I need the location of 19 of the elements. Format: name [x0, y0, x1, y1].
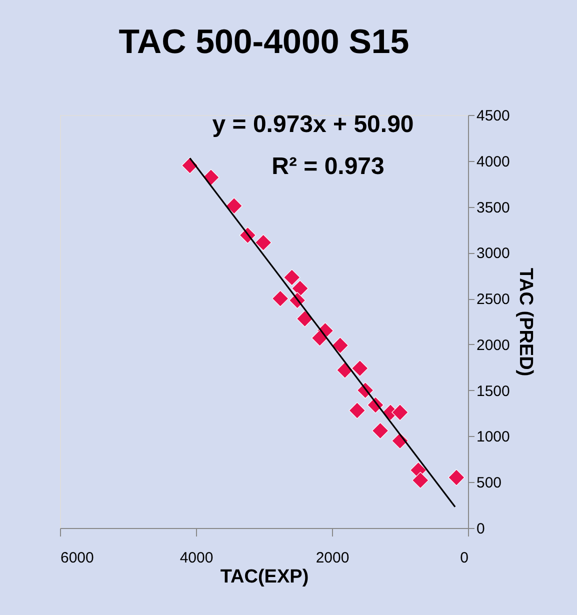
y-tick-label: 1000 — [476, 428, 510, 446]
y-tick-label: 1500 — [476, 382, 510, 400]
y-tick-label: 0 — [476, 520, 485, 538]
y-tick-label: 3500 — [476, 199, 510, 216]
y-tick-label: 4500 — [476, 108, 510, 124]
y-tick-label: 2500 — [476, 291, 510, 308]
chart-title: TAC 500-4000 S15 — [118, 23, 410, 61]
x-tick-label: 2000 — [316, 550, 350, 566]
y-tick-label: 2000 — [476, 336, 510, 354]
x-tick-label: 4000 — [180, 550, 214, 566]
x-axis-title: TAC(EXP) — [220, 566, 309, 588]
x-tick-label: 0 — [460, 550, 468, 566]
x-tick-label: 6000 — [60, 550, 94, 566]
y-tick-label: 4000 — [476, 153, 510, 170]
y-axis-title: TAC (PRED) — [514, 268, 536, 376]
annotation: y = 0.973x + 50.90 — [212, 111, 414, 138]
annotation: R² = 0.973 — [272, 153, 384, 180]
y-tick-label: 3000 — [476, 245, 510, 262]
y-tick-label: 500 — [476, 474, 502, 492]
